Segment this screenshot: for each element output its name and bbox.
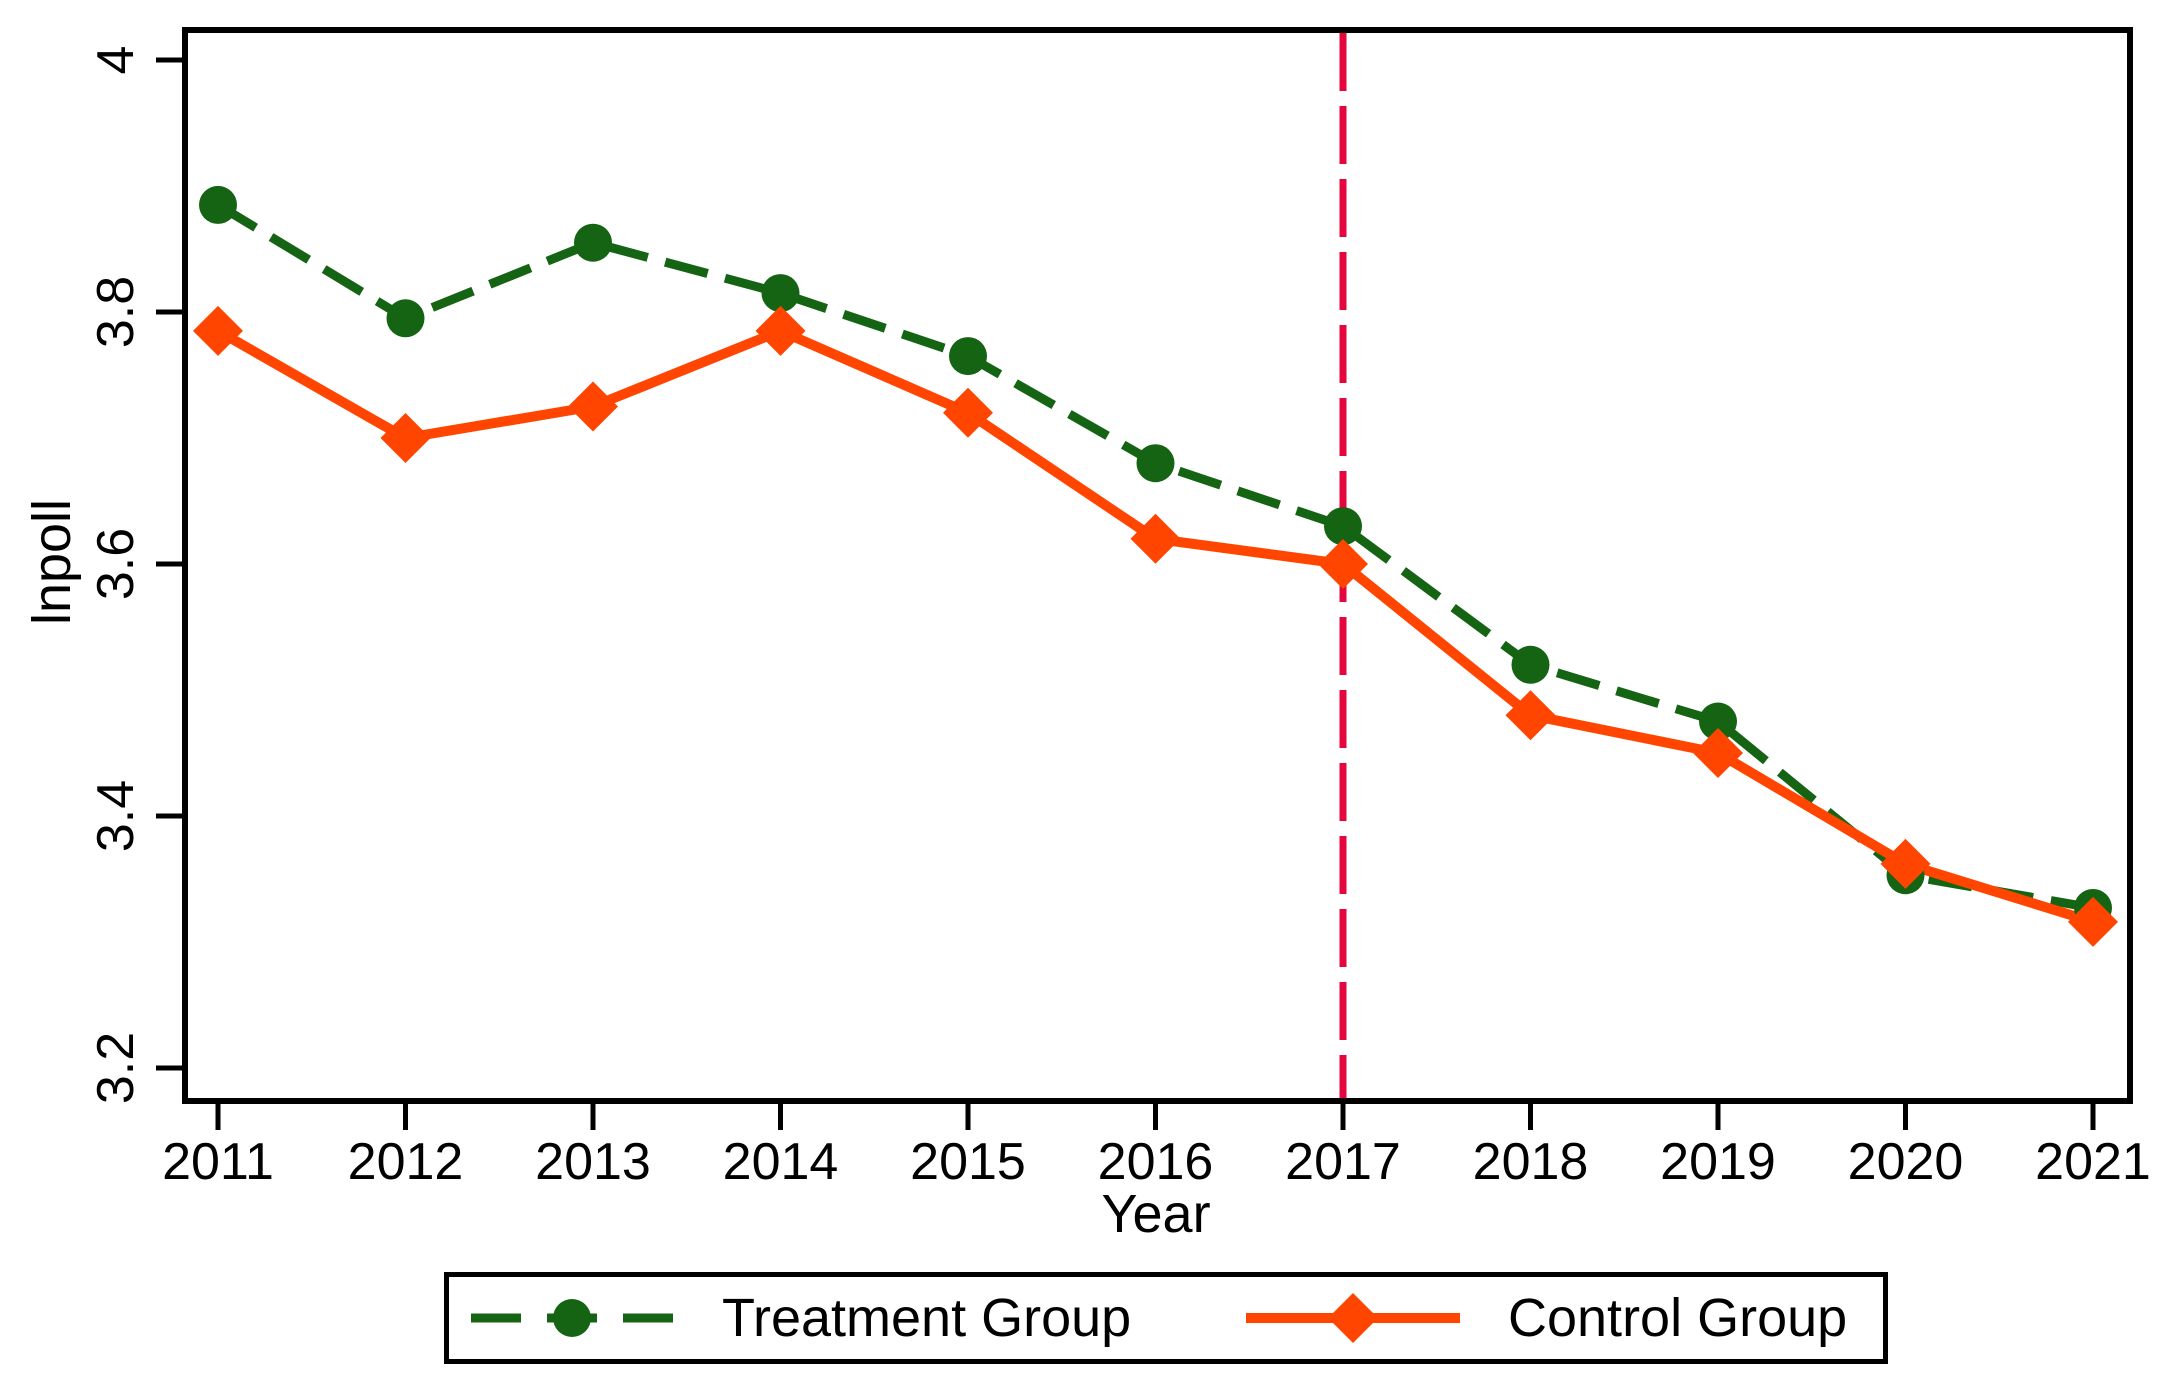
control-marker [1693, 728, 1743, 778]
x-tick-label: 2017 [1285, 1133, 1401, 1191]
control-series-line [215, 325, 2095, 927]
x-tick-label: 2011 [162, 1133, 274, 1191]
treatment-marker [1511, 645, 1550, 684]
control-marker [1318, 539, 1368, 589]
x-axis-title: Year [1101, 1184, 1211, 1244]
control-marker [1880, 838, 1931, 889]
control-marker [1505, 690, 1556, 741]
x-tick-label: 2016 [1097, 1133, 1214, 1191]
y-tick-label: 3.2 [87, 1031, 145, 1105]
legend-label-treatment: Treatment Group [722, 1288, 1132, 1348]
control-marker [1130, 513, 1181, 564]
control-marker [568, 381, 618, 432]
x-tick-label: 2018 [1472, 1133, 1589, 1191]
x-tick-label: 2021 [2035, 1133, 2151, 1191]
y-tick-label: 3.8 [87, 275, 145, 349]
control-marker [943, 387, 993, 438]
y-tick-label: 3.4 [87, 779, 145, 853]
treatment-marker [1699, 702, 1737, 741]
legend: Treatment Group Control Group [444, 1272, 1888, 1364]
treatment-marker [1136, 444, 1175, 483]
x-tick-label: 2019 [1660, 1133, 1776, 1191]
control-marker [193, 305, 243, 356]
y-tick-label: 4 [87, 45, 145, 75]
treatment-marker [199, 185, 237, 224]
treatment-marker [1324, 507, 1362, 546]
treatment-marker [949, 337, 987, 376]
treatment-marker [386, 299, 425, 338]
legend-entry-treatment: Treatment Group [471, 1277, 1131, 1359]
legend-entry-control: Control Group [1246, 1277, 1847, 1359]
control-marker [755, 305, 806, 356]
plot-border [182, 27, 2133, 1104]
x-tick-label: 2015 [910, 1133, 1026, 1191]
x-tick-label: 2013 [535, 1133, 651, 1191]
control-marker [380, 413, 431, 463]
y-axis-title: lnpoll [22, 498, 82, 626]
treatment-line-sample-icon [471, 1299, 674, 1337]
treatment-marker [574, 223, 612, 262]
y-tick-label: 3.6 [87, 527, 145, 601]
legend-label-control: Control Group [1508, 1288, 1848, 1348]
x-tick-label: 2014 [722, 1133, 839, 1191]
x-tick-label: 2020 [1847, 1133, 1964, 1191]
control-line-sample-icon [1246, 1293, 1460, 1343]
treatment-marker [761, 274, 800, 313]
control-marker [2068, 896, 2118, 947]
x-tick-label: 2012 [347, 1133, 464, 1191]
